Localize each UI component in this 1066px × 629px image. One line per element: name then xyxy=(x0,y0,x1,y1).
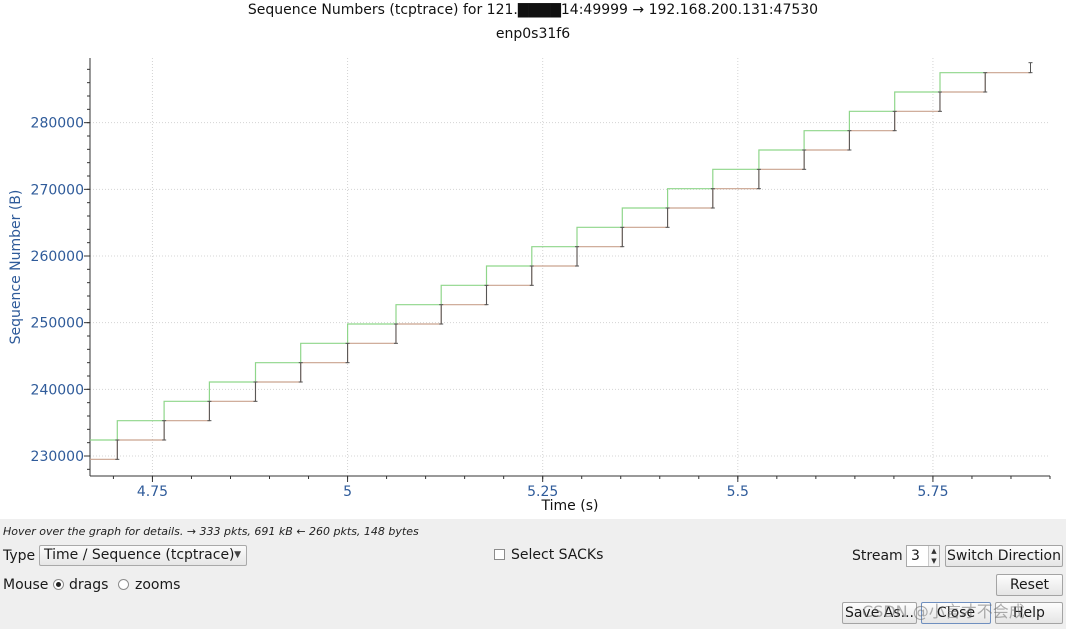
reset-button[interactable]: Reset xyxy=(996,574,1063,596)
status-bar-text: Hover over the graph for details. → 333 … xyxy=(3,525,419,538)
chart-title: Sequence Numbers (tcptrace) for 121.▇▇▇▇… xyxy=(248,2,818,18)
graph-type-value: Time / Sequence (tcptrace) xyxy=(44,547,235,563)
mouse-zooms-radio[interactable] xyxy=(118,579,129,590)
select-sacks-checkbox[interactable] xyxy=(494,549,505,560)
mouse-drags-label: drags xyxy=(69,577,109,593)
mouse-drags-radio[interactable] xyxy=(53,579,64,590)
series-line-1 xyxy=(90,72,1031,460)
mouse-label: Mouse xyxy=(3,577,49,593)
close-button[interactable]: Close xyxy=(921,602,991,624)
graph-type-select[interactable]: Time / Sequence (tcptrace) ▼ xyxy=(39,545,247,566)
chart-subtitle: enp0s31f6 xyxy=(496,26,570,42)
x-tick-label: 5.75 xyxy=(917,484,948,500)
x-tick-label: 4.75 xyxy=(137,484,168,500)
y-tick-label: 240000 xyxy=(31,382,84,398)
type-label: Type xyxy=(3,548,36,564)
x-tick-label: 5.25 xyxy=(527,484,558,500)
watermark: CSDN @小言才不会成 xyxy=(862,602,1025,621)
y-axis-label: Sequence Number (B) xyxy=(8,190,24,345)
help-button[interactable]: Help xyxy=(995,602,1063,624)
save-as-button[interactable]: Save As... xyxy=(842,602,917,624)
stream-label: Stream xyxy=(852,548,903,564)
y-tick-label: 260000 xyxy=(31,249,84,265)
y-tick-label: 280000 xyxy=(31,116,84,132)
x-tick-label: 5 xyxy=(343,484,352,500)
switch-direction-button[interactable]: Switch Direction xyxy=(945,545,1063,567)
mouse-zooms-label: zooms xyxy=(135,577,181,593)
y-tick-label: 270000 xyxy=(31,182,84,198)
stream-spinbox[interactable]: 3 ▲ ▼ xyxy=(906,545,940,567)
sequence-number-chart[interactable]: Sequence Numbers (tcptrace) for 121.▇▇▇▇… xyxy=(0,0,1066,519)
select-sacks-label: Select SACKs xyxy=(511,547,604,563)
y-tick-label: 250000 xyxy=(31,316,84,332)
y-tick-label: 230000 xyxy=(31,449,84,465)
stream-value: 3 xyxy=(911,548,920,564)
chevron-down-icon: ▼ xyxy=(234,550,241,560)
graph-area[interactable]: Sequence Numbers (tcptrace) for 121.▇▇▇▇… xyxy=(0,0,1066,519)
series-line-2 xyxy=(90,72,986,441)
spin-arrows-icon[interactable]: ▲ ▼ xyxy=(928,546,939,566)
x-tick-label: 5.5 xyxy=(727,484,749,500)
x-axis-label: Time (s) xyxy=(541,498,599,514)
